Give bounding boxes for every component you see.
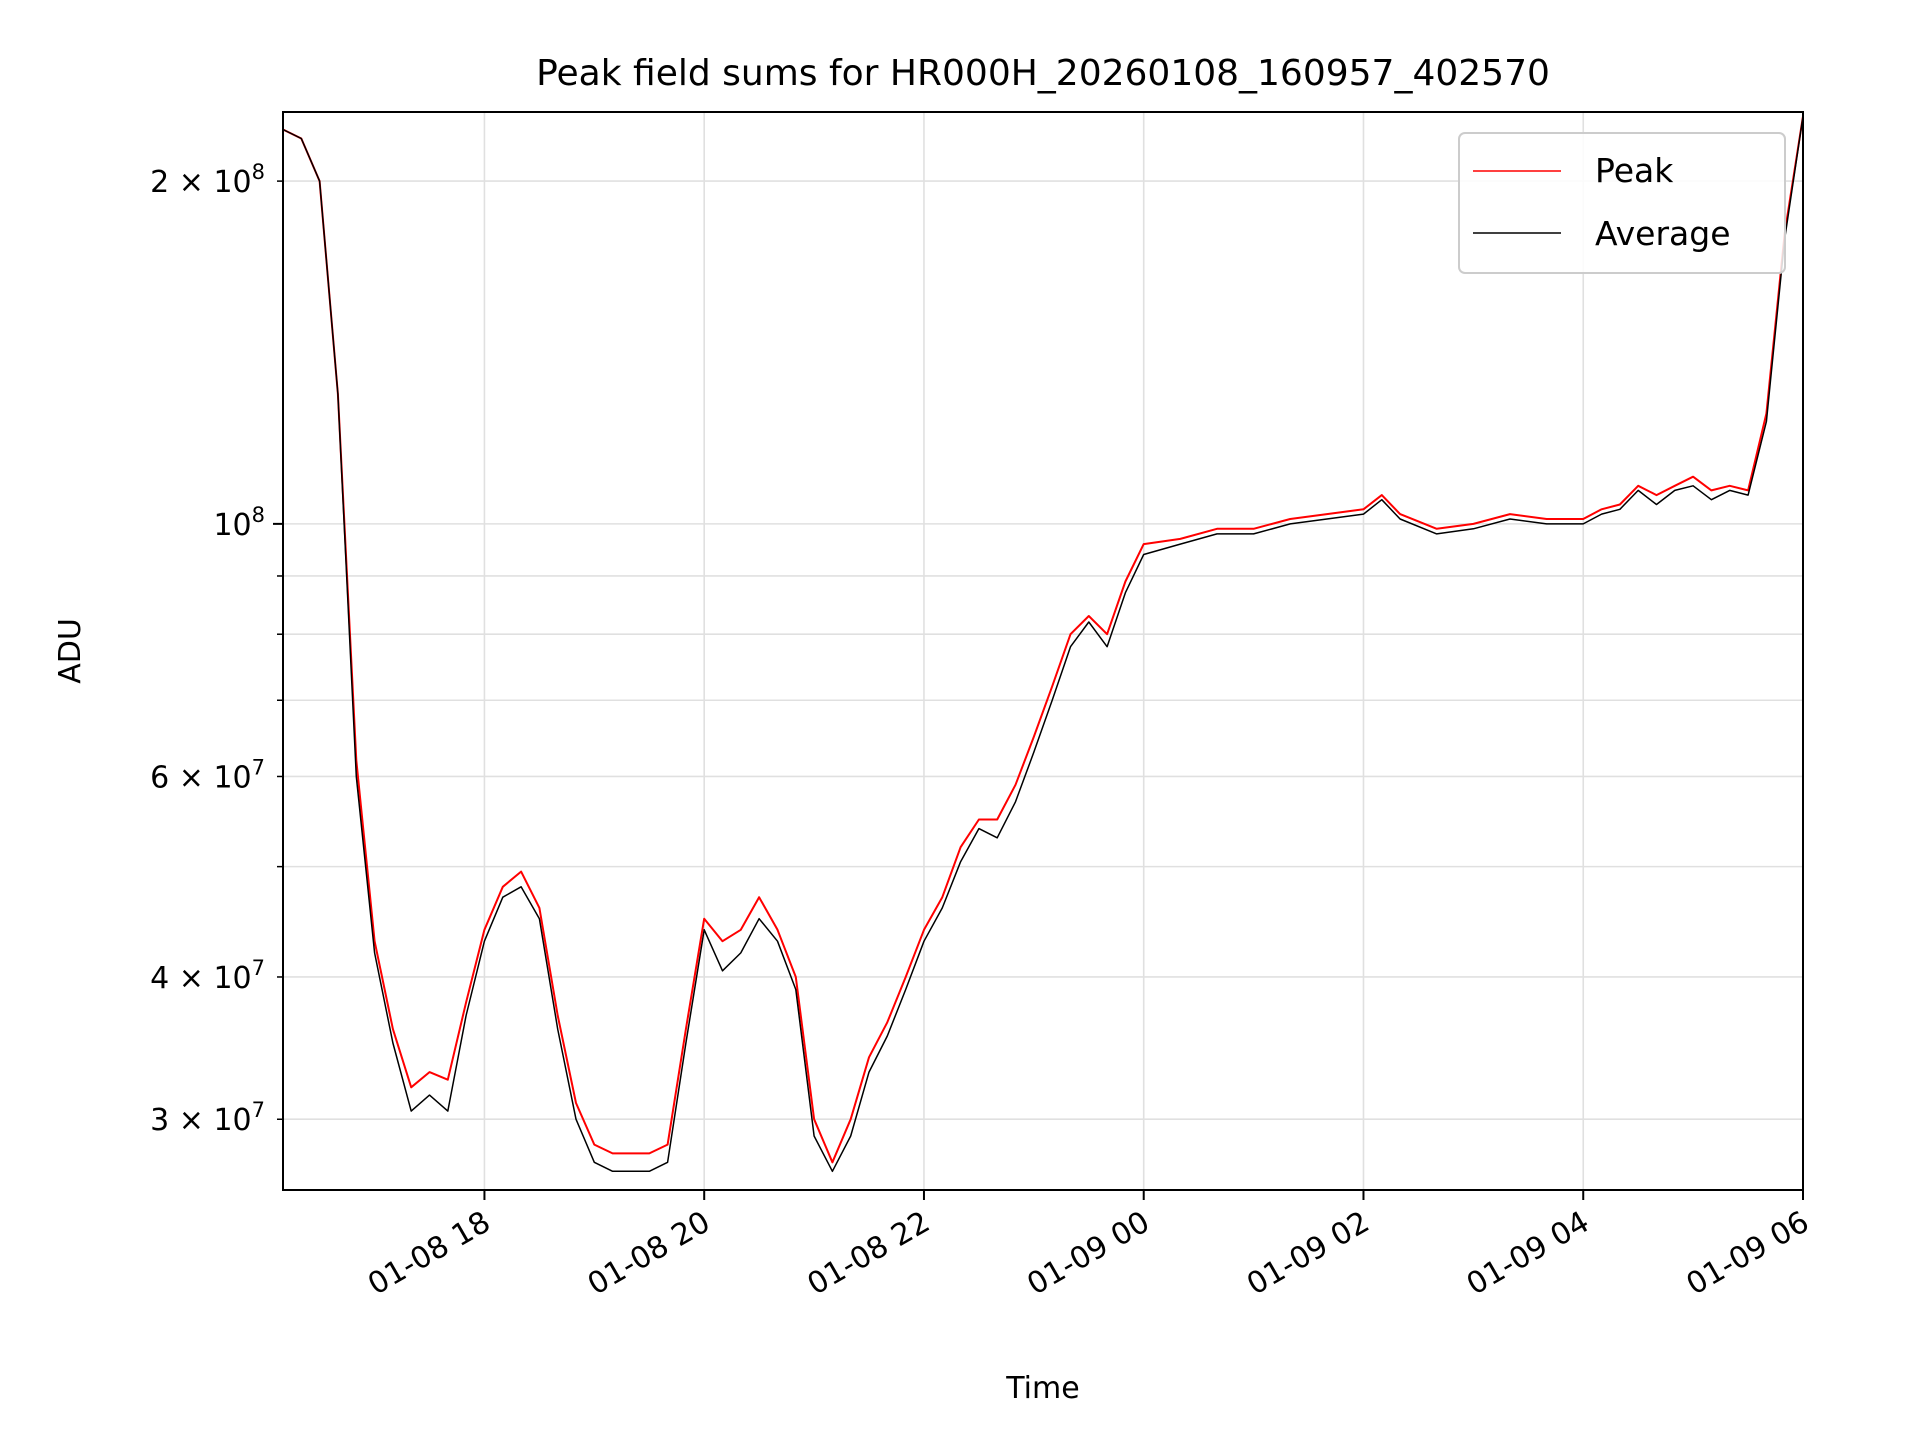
y-tick-label: 2 × 108 — [150, 160, 265, 200]
y-tick-label: 108 — [213, 503, 265, 543]
series-line-average — [282, 116, 1804, 1173]
legend-peak-label: Peak — [1595, 151, 1674, 190]
y-tick-label: 3 × 107 — [150, 1098, 265, 1138]
legend: Peak Average — [1458, 132, 1786, 274]
legend-box — [1458, 132, 1786, 274]
y-tick-label: 6 × 107 — [150, 755, 265, 795]
y-axis-label: ADU — [53, 618, 88, 684]
x-axis-label: Time — [1005, 1371, 1079, 1406]
chart-title: Peak field sums for HR000H_20260108_1609… — [536, 53, 1550, 94]
series — [282, 116, 1804, 1173]
y-tick-label: 4 × 107 — [150, 956, 265, 996]
grid — [283, 112, 1804, 1190]
legend-average-label: Average — [1595, 214, 1731, 253]
plot-frame — [282, 111, 1804, 1191]
series-line-peak — [282, 116, 1804, 1164]
